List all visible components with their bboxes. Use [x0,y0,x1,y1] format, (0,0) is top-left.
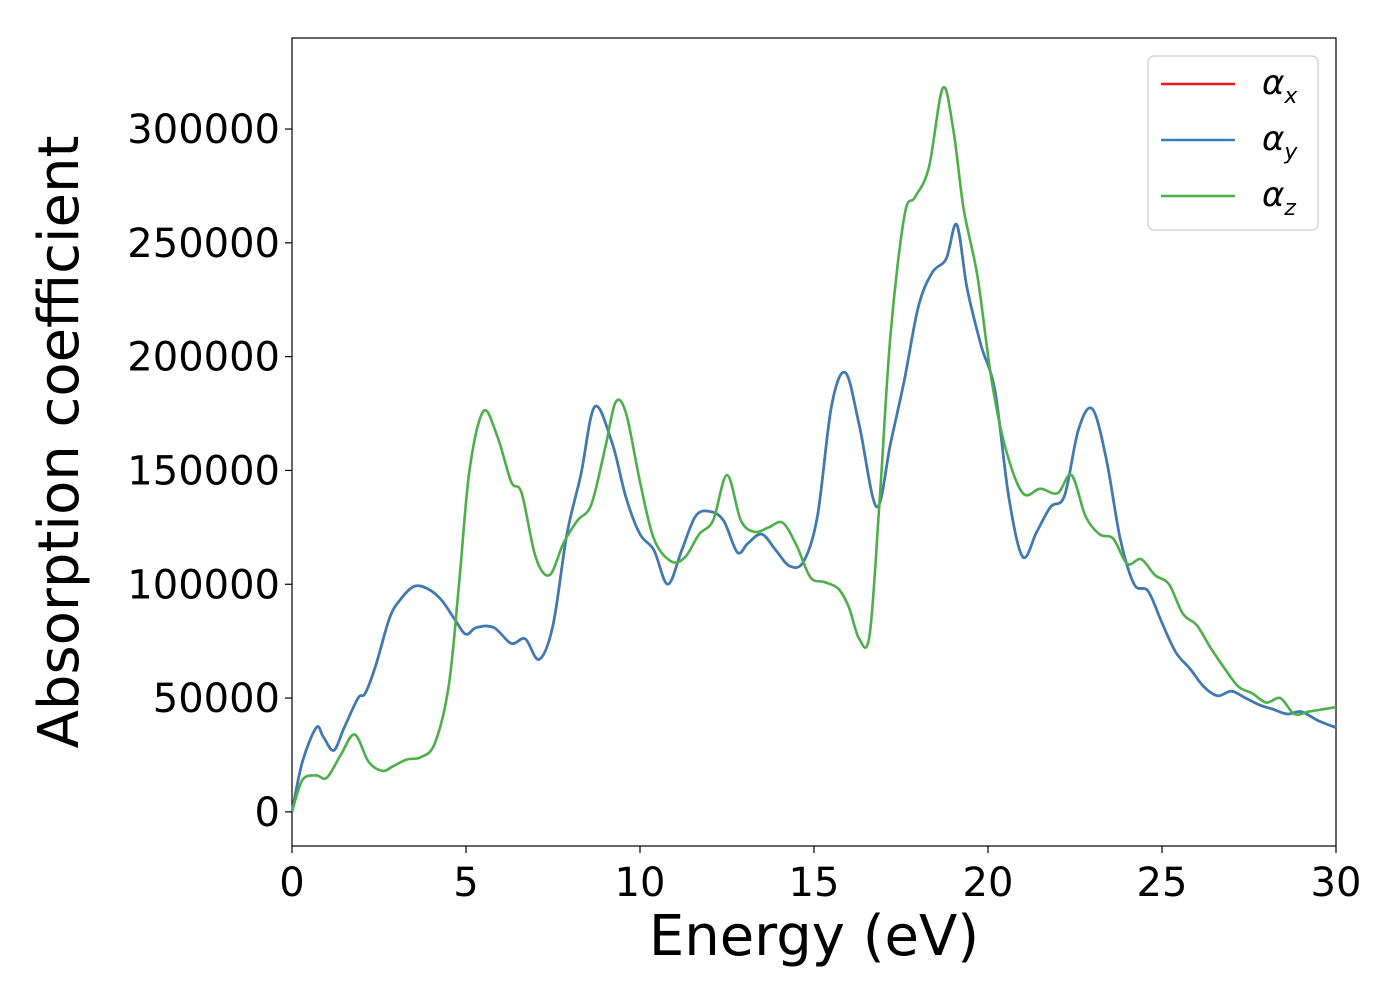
legend-box [1147,55,1319,231]
series-line-z [290,85,1337,813]
y-tick-label: 300000 [127,107,280,153]
x-tick-label: 5 [453,860,478,906]
x-axis-label: Energy (eV) [649,904,979,969]
series-line-y [290,223,1337,813]
legend-label-y: αy [1262,119,1298,165]
x-tick-label: 20 [963,860,1014,906]
y-tick-label: 250000 [127,221,280,267]
y-tick-label: 50000 [153,676,280,722]
y-tick-label: 200000 [127,335,280,381]
legend-label-z: αz [1262,175,1296,221]
y-axis-label: Absorption coefficient [27,136,92,749]
x-tick-label: 0 [279,860,304,906]
y-tick-label: 100000 [127,562,280,608]
x-tick-label: 30 [1311,860,1362,906]
series-line-x [290,223,1337,813]
x-tick-label: 25 [1137,860,1188,906]
legend-label-x: αx [1262,63,1298,109]
y-tick-label: 0 [255,790,280,836]
y-axis-ticks: 0 50000 100000 150000 200000 250000 300000 [127,107,292,836]
series-layer [290,85,1337,813]
x-tick-label: 15 [789,860,840,906]
legend: αx αy αz [1147,55,1319,231]
x-axis-ticks: 0 5 10 15 20 25 30 [279,846,1361,906]
y-tick-label: 150000 [127,448,280,494]
x-tick-label: 10 [615,860,666,906]
